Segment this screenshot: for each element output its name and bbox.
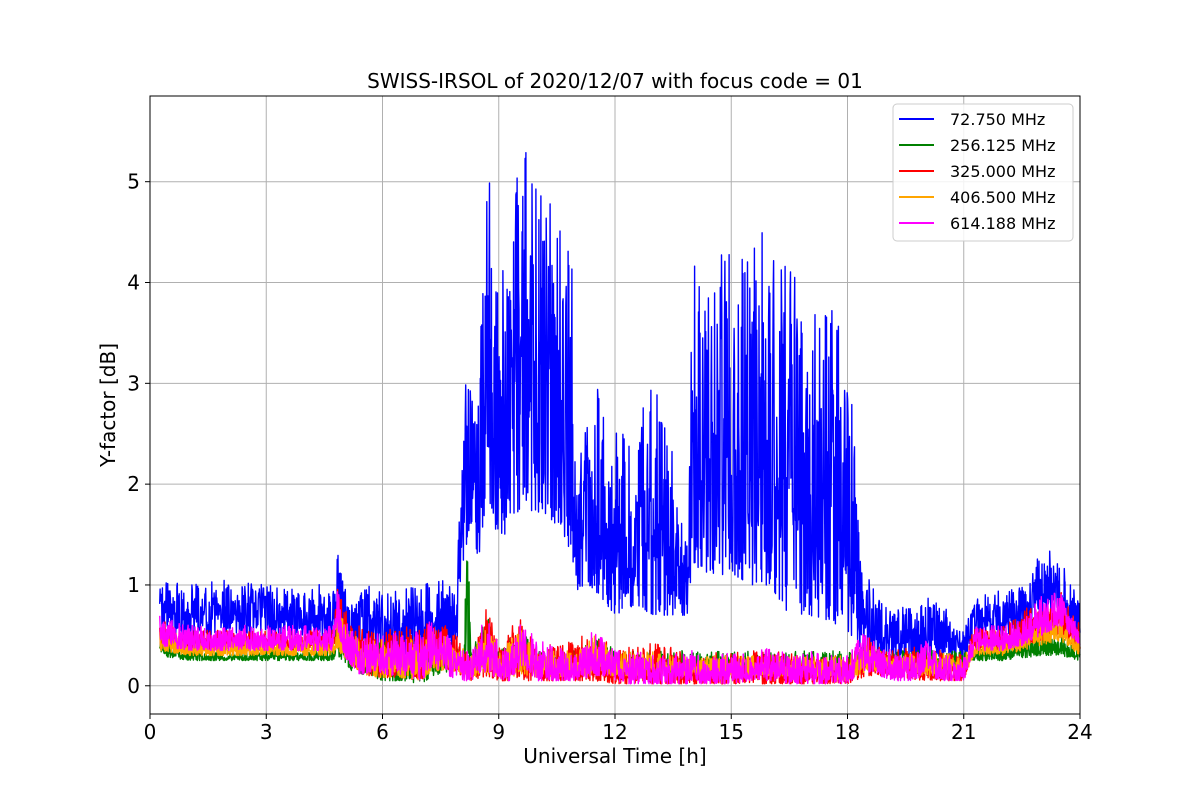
y-tick-label: 5 — [127, 170, 140, 194]
legend-label: 614.188 MHz — [950, 214, 1055, 233]
chart-title: SWISS-IRSOL of 2020/12/07 with focus cod… — [367, 69, 863, 93]
legend-label: 72.750 MHz — [950, 110, 1045, 129]
x-tick-label: 12 — [602, 720, 627, 744]
y-tick-label: 3 — [127, 371, 140, 395]
y-tick-label: 0 — [127, 674, 140, 698]
y-axis-label: Y-factor [dB] — [96, 343, 120, 468]
plot-area — [159, 151, 1081, 685]
x-tick-label: 24 — [1067, 720, 1092, 744]
y-tick-label: 4 — [127, 271, 140, 295]
x-tick-label: 15 — [719, 720, 744, 744]
x-tick-label: 6 — [376, 720, 389, 744]
legend-box — [892, 103, 1074, 242]
series-line — [159, 591, 1081, 685]
legend-label: 256.125 MHz — [950, 136, 1055, 155]
legend-label: 325.000 MHz — [950, 162, 1055, 181]
y-tick-label: 2 — [127, 472, 140, 496]
x-tick-label: 9 — [492, 720, 505, 744]
x-tick-label: 21 — [951, 720, 976, 744]
x-tick-label: 3 — [260, 720, 273, 744]
x-axis-label: Universal Time [h] — [523, 744, 706, 768]
legend-label: 406.500 MHz — [950, 188, 1055, 207]
x-tick-label: 18 — [835, 720, 860, 744]
y-tick-label: 1 — [127, 573, 140, 597]
x-tick-label: 0 — [144, 720, 157, 744]
legend: 72.750 MHz 256.125 MHz 325.000 MHz 406.500 … — [892, 103, 1074, 242]
